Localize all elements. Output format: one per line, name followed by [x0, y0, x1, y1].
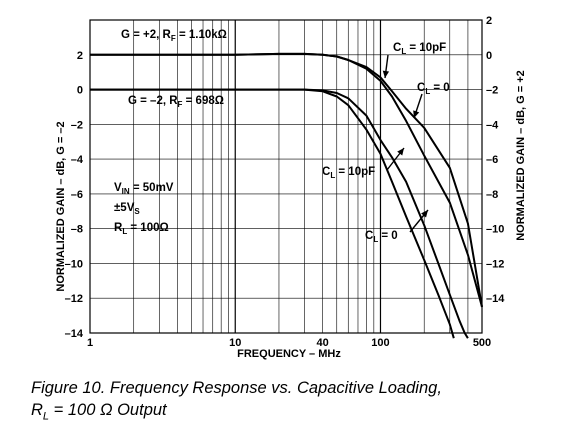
annotation-vin: VIN = 50mV	[114, 182, 174, 196]
y-right-tick-label: –10	[486, 224, 504, 236]
annotation-g-pos: G = +2, RF = 1.10kΩ	[121, 29, 227, 43]
series-line-4	[90, 88, 455, 339]
plot-frame	[89, 19, 483, 334]
caption-line-2: RL = 100 Ω Output	[31, 399, 566, 427]
series-line-2	[90, 52, 483, 308]
figure-caption: Figure 10. Frequency Response vs. Capaci…	[31, 377, 566, 427]
y-left-tick-label: –12	[65, 293, 83, 305]
y-left-tick-label: –4	[71, 154, 84, 166]
caption-line-2-sub: L	[42, 410, 50, 423]
caption-line-2-prefix: R	[31, 401, 43, 419]
y-left-tick-label: 2	[77, 50, 83, 62]
annotation-cl-10pf-lower: CL = 10pF	[322, 166, 375, 180]
annotation-arrowhead	[397, 148, 404, 156]
y-axis-right-title: NORMALIZED GAIN – dB, G = +2	[515, 70, 527, 241]
annotation-arrows	[382, 54, 429, 233]
y-right-tick-label: –8	[486, 189, 498, 201]
y-right-tick-label: –14	[486, 293, 505, 305]
y-right-tick-label: –2	[486, 85, 498, 97]
x-tick-label: 10	[229, 337, 241, 349]
annotation-cl-0-upper: CL = 0	[417, 82, 450, 96]
y-right-tick-label: 0	[486, 50, 492, 62]
y-right-tick-label: –4	[486, 119, 499, 131]
annotation-arrowhead	[382, 70, 390, 78]
annotation-arrowhead	[421, 210, 428, 218]
y-left-tick-label: –10	[65, 258, 83, 270]
x-tick-label: 500	[473, 337, 491, 349]
x-tick-label: 40	[317, 337, 329, 349]
y-left-tick-label: –6	[71, 189, 83, 201]
annotation-cl-0-lower: CL = 0	[365, 230, 398, 244]
annotation-cl-10pf-upper: CL = 10pF	[393, 42, 446, 56]
y-right-tick-label: –6	[486, 154, 498, 166]
caption-line-2-rest: = 100 Ω Output	[49, 401, 167, 419]
y-axis-left-title: NORMALIZED GAIN – dB, G = –2	[55, 121, 67, 291]
curves	[90, 52, 483, 339]
frequency-response-chart: 1 10 40 100 500 2 0 –2 –4 –6 –8 –10 –12 –14 2 0 –2 –4 –6 –8…	[55, 15, 527, 360]
y-left-tick-label: –8	[71, 224, 83, 236]
y-right-tick-label: –12	[486, 258, 504, 270]
y-right-tick-label: 2	[486, 15, 492, 27]
tick-labels: 1 10 40 100 500 2 0 –2 –4 –6 –8 –10 –12 –14 2 0 –2 –4 –6 –8…	[65, 15, 506, 349]
annotation-rl: RL = 100Ω	[114, 222, 169, 236]
x-tick-label: 1	[87, 337, 93, 349]
caption-line-1: Figure 10. Frequency Response vs. Capaci…	[31, 379, 442, 397]
y-left-tick-label: –2	[71, 119, 83, 131]
y-left-tick-label: 0	[77, 85, 83, 97]
annotation-arrowhead	[413, 110, 420, 118]
x-axis-title: FREQUENCY – MHz	[237, 348, 341, 360]
annotation-g-neg: G = –2, RF = 698Ω	[128, 95, 224, 109]
annotations: G = +2, RF = 1.10kΩ G = –2, RF = 698Ω CL…	[114, 29, 450, 244]
x-tick-label: 100	[371, 337, 389, 349]
y-left-tick-label: –14	[65, 328, 84, 340]
annotation-vs: ±5VS	[114, 202, 140, 216]
chart-grid	[90, 20, 482, 333]
